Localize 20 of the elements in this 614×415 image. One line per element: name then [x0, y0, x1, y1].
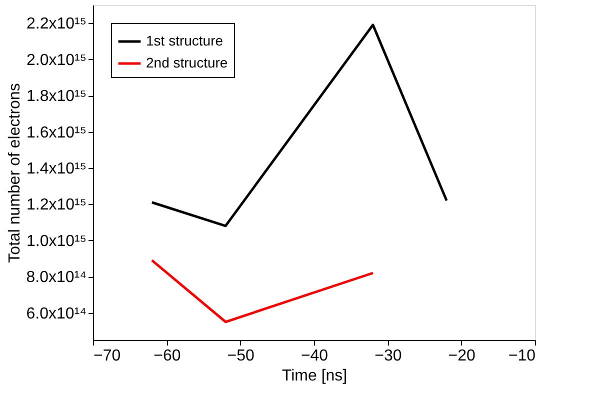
y-tick-label: 2.2x10¹⁵ — [26, 16, 86, 33]
x-axis-title: Time [ns] — [282, 368, 348, 384]
x-tick-label: −40 — [300, 348, 328, 364]
y-tick-label: 1.8x10¹⁵ — [26, 88, 86, 106]
y-tick-label: 1.0x10¹⁵ — [26, 232, 86, 250]
legend-label: 1st structure — [146, 32, 224, 48]
y-tick-label: 1.6x10¹⁵ — [26, 124, 86, 142]
x-tick-label: −30 — [374, 348, 402, 364]
y-axis-title: Total number of electrons — [6, 83, 24, 263]
x-tick-label: −60 — [154, 348, 181, 364]
x-tick-label: −70 — [94, 348, 121, 364]
y-tick-label: 1.4x10¹⁵ — [26, 160, 86, 178]
x-tick-label: −10 — [508, 348, 536, 364]
y-tick-label: 1.2x10¹⁵ — [26, 196, 86, 214]
y-tick-label: 2.0x10¹⁵ — [26, 52, 86, 69]
x-tick-label: −50 — [227, 348, 255, 364]
y-tick-label: 8.0x10¹⁴ — [26, 269, 87, 286]
legend-label: 2nd structure — [146, 54, 228, 70]
x-tick-label: −20 — [448, 348, 476, 364]
y-tick-label: 6.0x10¹⁴ — [26, 305, 87, 322]
